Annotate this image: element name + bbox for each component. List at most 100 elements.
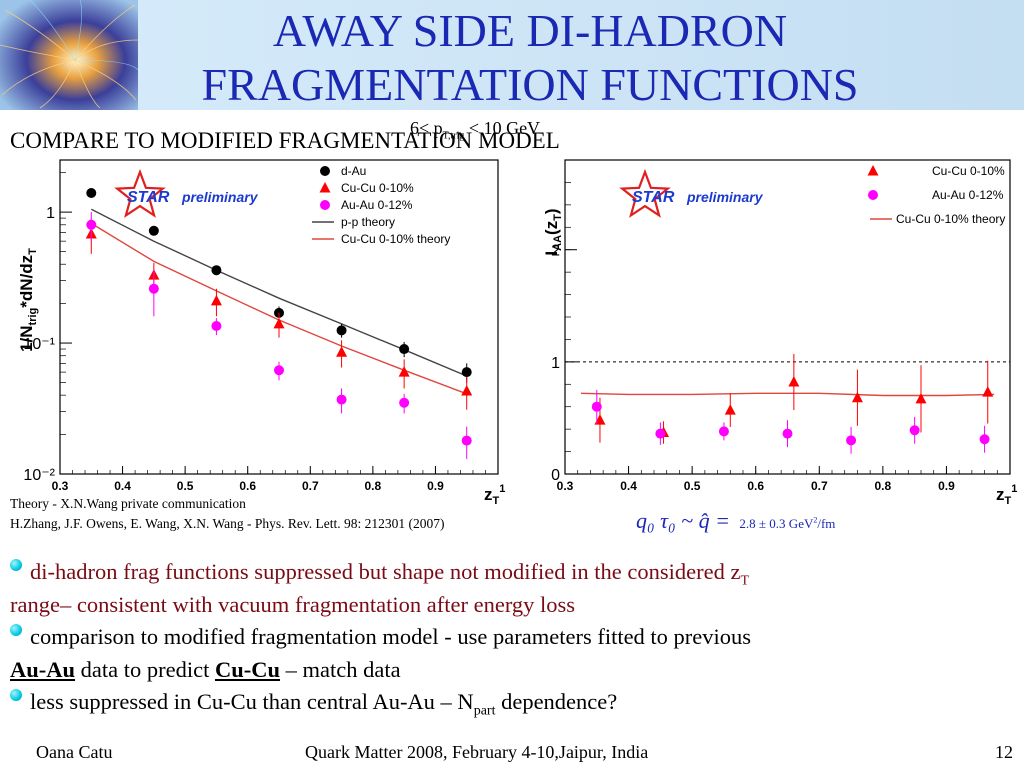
bullet-dot-icon <box>10 689 22 701</box>
collision-logo <box>0 0 138 110</box>
x-tick-label: 0.9 <box>938 479 955 493</box>
data-point <box>915 392 927 404</box>
data-point <box>461 367 472 378</box>
data-point <box>210 294 222 306</box>
theory-line <box>90 222 467 395</box>
x-tick-label: 0.7 <box>302 479 319 493</box>
data-point <box>655 428 666 439</box>
data-point <box>274 365 284 376</box>
data-point <box>336 394 347 405</box>
data-point <box>909 425 920 436</box>
formula-unit-sup: 2 <box>813 515 818 525</box>
bullet-1-text: di-hadron frag functions suppressed but … <box>30 559 741 584</box>
formula-number: 2.8 ± 0.3 GeV <box>739 516 814 531</box>
y-tick-label: 1 <box>551 355 560 372</box>
data-point <box>148 269 160 280</box>
x-tick-label: 0.5 <box>177 479 194 493</box>
bullet-1-text2: range– consistent with vacuum fragmentat… <box>10 591 576 617</box>
legend-marker <box>867 165 879 176</box>
x-tick-label: 0.8 <box>365 479 382 493</box>
y-axis-label: IAA(zT) <box>542 208 564 255</box>
legend-marker <box>320 166 330 176</box>
formula-unit-tail: /fm <box>817 516 836 531</box>
x-tick-label: 0.6 <box>747 479 764 493</box>
bullet-3-sub: part <box>473 703 496 719</box>
data-point <box>594 414 606 425</box>
formula-lhs: q₀ τ₀ ~ q̂ = <box>636 508 730 533</box>
data-point <box>851 391 863 403</box>
legend-entry: Cu-Cu 0-10% theory <box>896 212 1005 226</box>
reference-paper: H.Zhang, J.F. Owens, E. Wang, X.N. Wang … <box>10 516 445 531</box>
data-point <box>788 376 800 387</box>
data-point <box>979 434 990 445</box>
x-tick-label: 0.9 <box>427 479 444 493</box>
y-tick-label: 0 <box>551 467 560 484</box>
bullet-dot-icon <box>10 559 22 571</box>
bullet-item-1: di-hadron frag functions suppressed but … <box>10 556 1010 621</box>
data-point <box>336 325 347 336</box>
references: Theory - X.N.Wang private communication … <box>10 494 444 534</box>
bullet-list: di-hadron frag functions suppressed but … <box>10 556 1010 719</box>
bullet-dot-icon <box>10 624 22 636</box>
data-point <box>398 366 410 377</box>
theory-line <box>580 392 995 397</box>
x-tick-label: 0.4 <box>620 479 637 493</box>
legend-entry: Cu-Cu 0-10% theory <box>341 232 450 246</box>
x-tick-label: 0.5 <box>684 479 701 493</box>
theory-line <box>90 208 467 377</box>
bullet-3-tail: dependence? <box>495 689 618 714</box>
data-point <box>211 320 222 331</box>
legend-entry: d-Au <box>341 164 366 178</box>
pt-range-sub: T,trig <box>442 130 465 142</box>
data-point <box>86 187 97 198</box>
bullet-2-auau: Au-Au <box>10 656 76 682</box>
bullet-2-tail: – match data <box>280 656 401 682</box>
legend-entry: Au-Au 0-12% <box>341 198 413 212</box>
data-point <box>336 346 348 357</box>
legend-entry: Cu-Cu 0-10% <box>932 164 1005 178</box>
y-tick-label: 10⁻¹ <box>23 336 55 353</box>
y-tick-label: 1 <box>46 205 55 222</box>
legend-marker <box>868 190 878 200</box>
y-tick-label: 2 <box>551 243 560 260</box>
bullet-2-cucu: Cu-Cu <box>214 656 281 682</box>
data-point <box>399 397 410 408</box>
star-icon <box>114 168 166 218</box>
title-line-2: FRAGMENTATION FUNCTIONS <box>201 59 859 110</box>
x-axis-label: zT1 <box>996 483 1017 507</box>
x-tick-label: 0.3 <box>557 479 574 493</box>
data-point <box>718 426 729 437</box>
bullet-1-sub: T <box>740 573 750 589</box>
x-tick-label: 0.3 <box>52 479 69 493</box>
plot-frame <box>59 159 499 475</box>
slide-title: AWAY SIDE DI-HADRON FRAGMENTATION FUNCTI… <box>140 4 920 112</box>
data-point <box>148 283 159 294</box>
data-point <box>982 386 994 397</box>
bullet-3-text: less suppressed in Cu-Cu than central Au… <box>30 689 474 714</box>
y-tick-label: 10⁻² <box>23 467 55 484</box>
formula-value: 2.8 ± 0.3 GeV2/fm <box>739 516 835 531</box>
data-point <box>85 228 97 239</box>
legend-entry: p-p theory <box>341 215 395 229</box>
bullet-2-text: comparison to modified fragmentation mod… <box>30 624 752 649</box>
bullet-item-2: comparison to modified fragmentation mod… <box>10 621 1010 686</box>
footer-conference: Quark Matter 2008, February 4-10,Jaipur,… <box>305 742 649 762</box>
plot-frame <box>564 159 1011 475</box>
bullet-2-mid: data to predict <box>75 656 215 682</box>
pt-range-prefix: 6< p <box>410 118 443 138</box>
y-axis-label-group: IAA(zT) <box>542 208 564 255</box>
star-icon <box>619 168 671 218</box>
data-point <box>86 219 97 230</box>
data-point <box>148 225 159 236</box>
data-point <box>846 435 857 446</box>
data-point <box>273 317 285 329</box>
footer-page-number: 12 <box>995 742 1013 762</box>
qhat-formula: q₀ τ₀ ~ q̂ = 2.8 ± 0.3 GeV2/fm <box>636 508 835 534</box>
slide-subtitle: COMPARE TO MODIFIED FRAGMENTATION MODEL <box>10 128 560 153</box>
x-tick-label: 0.8 <box>875 479 892 493</box>
data-point <box>591 401 602 412</box>
star-badge-text: STAR <box>632 189 675 206</box>
reference-theory: Theory - X.N.Wang private communication <box>10 496 246 511</box>
legend-entry: Au-Au 0-12% <box>932 188 1004 202</box>
title-banner <box>0 0 1024 110</box>
